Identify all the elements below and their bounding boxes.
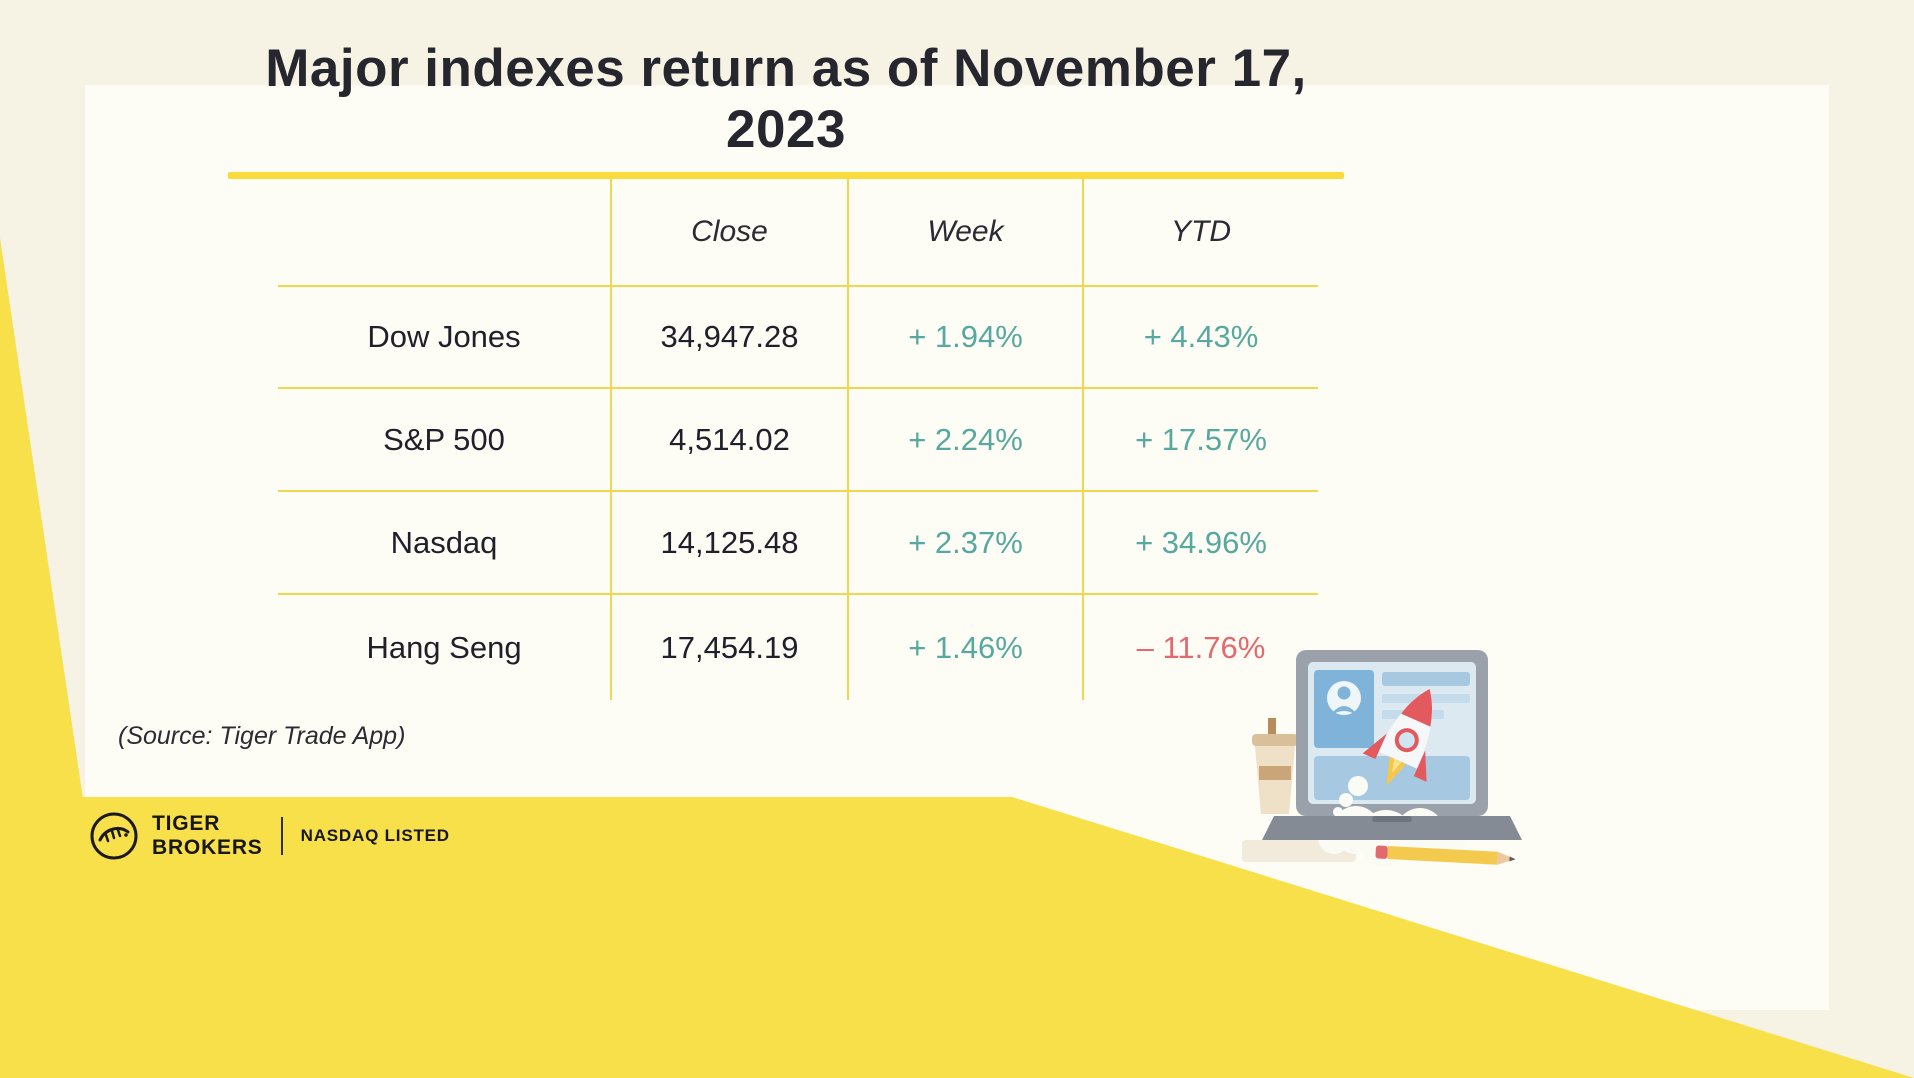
- index-name-cell: Dow Jones: [278, 285, 610, 387]
- bottom-yellow-band: [0, 797, 1914, 1078]
- brand-line1: TIGER: [152, 812, 221, 835]
- laptop-base-shape: [1262, 816, 1522, 840]
- brand-name: TIGER BROKERS: [152, 812, 263, 860]
- week-cell: + 1.94%: [847, 285, 1082, 387]
- title-underline: [228, 172, 1344, 179]
- coffee-cup-shape: [1252, 718, 1298, 814]
- brand-line2: BROKERS: [152, 836, 263, 859]
- rocket-laptop-illustration: [1242, 650, 1522, 866]
- source-note: (Source: Tiger Trade App): [118, 722, 406, 750]
- week-cell: + 2.24%: [847, 387, 1082, 490]
- ytd-cell: + 34.96%: [1082, 490, 1318, 593]
- index-return-table: Close Week YTD Dow Jones 34,947.28 + 1.9…: [278, 178, 1318, 700]
- brand-divider: [280, 817, 283, 855]
- page-title: Major indexes return as of November 17, …: [265, 39, 1307, 159]
- laptop-hinge-shape: [1372, 816, 1412, 822]
- ytd-cell: + 4.43%: [1082, 285, 1318, 387]
- title-block: Major indexes return as of November 17, …: [228, 38, 1344, 179]
- close-cell: 34,947.28: [610, 285, 847, 387]
- pencil-shape: [1375, 845, 1516, 865]
- col-header-blank: [278, 178, 610, 285]
- index-name-cell: S&P 500: [278, 387, 610, 490]
- col-header-close: Close: [610, 178, 847, 285]
- tiger-logo-icon: [90, 812, 138, 860]
- week-cell: + 2.37%: [847, 490, 1082, 593]
- close-cell: 17,454.19: [610, 593, 847, 700]
- left-yellow-wedge: [0, 238, 95, 880]
- index-name-cell: Nasdaq: [278, 490, 610, 593]
- index-name-cell: Hang Seng: [278, 593, 610, 700]
- col-header-ytd: YTD: [1082, 178, 1318, 285]
- smoke-cloud-shape: [1333, 776, 1368, 817]
- close-cell: 14,125.48: [610, 490, 847, 593]
- rocket-shape: [1362, 689, 1433, 786]
- col-header-week: Week: [847, 178, 1082, 285]
- footer-brand: TIGER BROKERS NASDAQ LISTED: [88, 810, 450, 862]
- week-cell: + 1.46%: [847, 593, 1082, 700]
- close-cell: 4,514.02: [610, 387, 847, 490]
- nasdaq-listed-label: NASDAQ LISTED: [300, 826, 450, 845]
- ytd-cell: – 11.76%: [1082, 593, 1318, 700]
- ytd-cell: + 17.57%: [1082, 387, 1318, 490]
